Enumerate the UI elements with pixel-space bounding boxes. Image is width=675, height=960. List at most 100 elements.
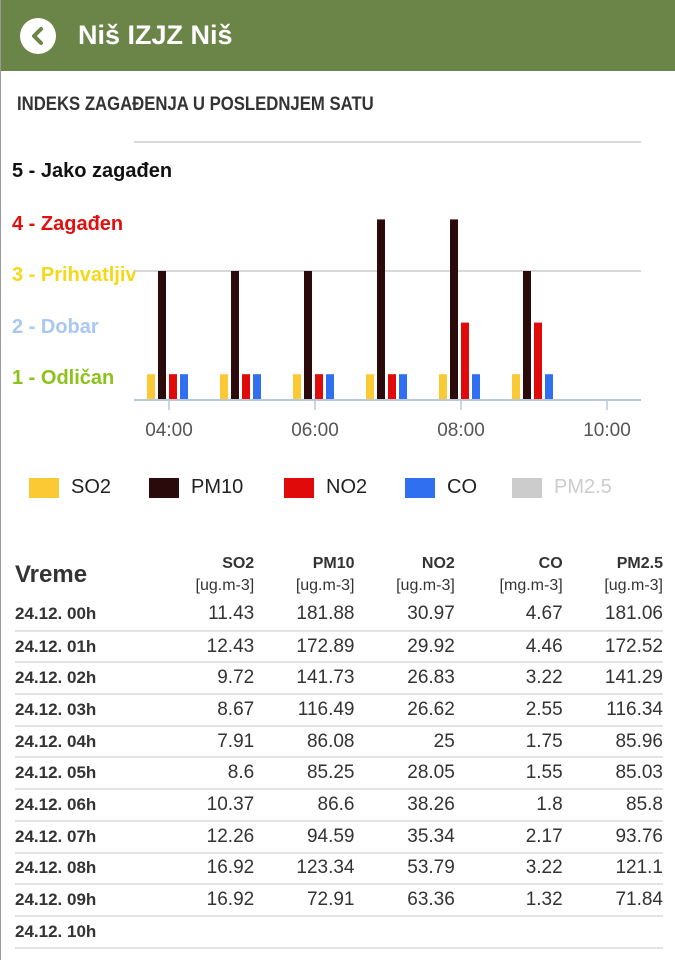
legend-label: PM10 [191,476,244,498]
legend-item-pm10[interactable]: PM10 [149,476,243,499]
time-cell: 24.12. 03h [15,694,154,727]
table-row: 24.12. 02h 9.72 141.73 26.83 3.22 141.29 [15,662,663,696]
table-row: 24.12. 05h 8.6 85.25 28.05 1.55 85.03 [15,757,663,791]
time-cell: 24.12. 01h [15,630,154,664]
bar-co [326,374,334,400]
value-cell: 172.52 [562,630,663,664]
bar-no2 [169,374,177,400]
column-header: CO [mg.m-3] [455,553,563,599]
value-cell: 53.79 [354,852,455,886]
time-cell: 24.12. 07h [15,820,154,854]
legend-label: NO2 [326,476,368,498]
value-cell: 172.89 [254,630,355,664]
table-row: 24.12. 00h 11.43 181.88 30.97 4.67 181.06 [15,599,663,632]
legend-label: SO2 [71,476,112,498]
index-level-label: 5 - Jako zagađen [12,160,173,182]
index-level-label: 4 - Zagađen [12,213,124,235]
value-cell: 1.75 [454,725,563,759]
value-cell: 26.83 [354,662,455,696]
value-cell: 4.67 [454,599,563,632]
time-cell: 24.12. 04h [15,725,154,759]
legend-item-pm2.5[interactable]: PM2.5 [512,476,612,499]
table-row: 24.12. 09h 16.92 72.91 63.36 1.32 71.84 [15,884,663,917]
bar-no2 [534,322,542,400]
legend-item-no2[interactable]: NO2 [284,476,367,499]
table-row: 24.12. 01h 12.43 172.89 29.92 4.46 172.52 [15,630,663,664]
value-cell: 38.26 [354,789,455,822]
bar-co [399,374,407,400]
time-cell: 24.12. 08h [15,852,154,886]
value-cell: 28.05 [354,757,455,791]
column-name: SO2 [222,555,255,572]
value-cell: 10.37 [153,789,255,822]
legend-swatch [149,477,179,498]
value-cell: 26.62 [354,694,455,727]
value-cell: 1.8 [454,789,563,822]
page-title: Niš IZJZ Niš [78,20,233,50]
value-cell: 141.29 [562,662,663,696]
bar-pm10 [158,271,166,400]
value-cell: 30.97 [354,599,455,632]
value-cell: 3.22 [454,852,563,886]
column-unit: [ug.m-3] [604,577,663,594]
legend-swatch [405,477,435,498]
bar-so2 [293,374,301,400]
bar-no2 [242,374,250,400]
value-cell: 1.32 [454,884,563,917]
table-row: 24.12. 06h 10.37 86.6 38.26 1.8 85.8 [15,789,663,822]
time-cell: 24.12. 10h [15,915,154,949]
column-header: PM10 [ug.m-3] [254,553,355,599]
bar-pm10 [523,271,531,400]
section-title: INDEKS ZAGAĐENJA U POSLEDNJEM SATU [17,94,374,115]
column-name: CO [538,555,563,572]
legend-item-co[interactable]: CO [405,476,477,499]
value-cell: 2.55 [454,694,563,727]
time-cell: 24.12. 09h [15,884,154,917]
value-cell: 94.59 [254,820,355,854]
chart-legend: SO2 PM10 NO2 CO PM2.5 [1,476,675,500]
value-cell: 12.26 [153,820,255,854]
value-cell: 9.72 [153,662,255,696]
legend-swatch [29,477,59,498]
legend-item-so2[interactable]: SO2 [29,476,111,499]
x-tick-label: 10:00 [583,420,631,441]
value-cell [454,915,563,949]
bar-co [545,374,553,400]
value-cell: 85.03 [562,757,663,791]
bar-co [472,374,480,400]
pollution-index-chart: 04:00 06:00 08:00 10:00 [134,141,641,441]
bar-pm10 [304,271,312,400]
time-cell: 24.12. 06h [15,789,154,822]
bar-co [180,374,188,400]
legend-swatch [512,477,542,498]
x-tick-label: 06:00 [291,420,339,441]
column-unit: [ug.m-3] [195,577,255,594]
bar-pm10 [450,219,458,400]
value-cell [354,915,455,949]
value-cell: 2.17 [454,820,563,854]
value-cell: 72.91 [254,884,355,917]
value-cell: 4.46 [454,630,563,664]
value-cell: 141.73 [254,662,355,696]
value-cell: 25 [354,725,455,759]
value-cell: 123.34 [254,852,355,886]
legend-label: CO [447,476,477,498]
index-level-label: 3 - Prihvatljiv [12,264,137,286]
value-cell: 86.6 [254,789,355,822]
column-name: NO2 [421,555,455,572]
table-row: 24.12. 08h 16.92 123.34 53.79 3.22 121.1 [15,852,663,886]
value-cell: 116.34 [562,694,663,727]
legend-swatch [284,477,314,498]
back-button[interactable] [20,17,56,54]
value-cell: 16.92 [153,884,255,917]
value-cell: 93.76 [562,820,663,854]
value-cell: 29.92 [354,630,455,664]
value-cell: 7.91 [153,725,255,759]
bar-pm10 [377,219,385,400]
value-cell: 8.67 [153,694,255,727]
value-cell: 3.22 [454,662,563,696]
table-row: 24.12. 10h [15,915,663,949]
value-cell: 181.88 [254,599,355,632]
value-cell: 181.06 [562,599,663,632]
value-cell: 11.43 [153,599,255,632]
